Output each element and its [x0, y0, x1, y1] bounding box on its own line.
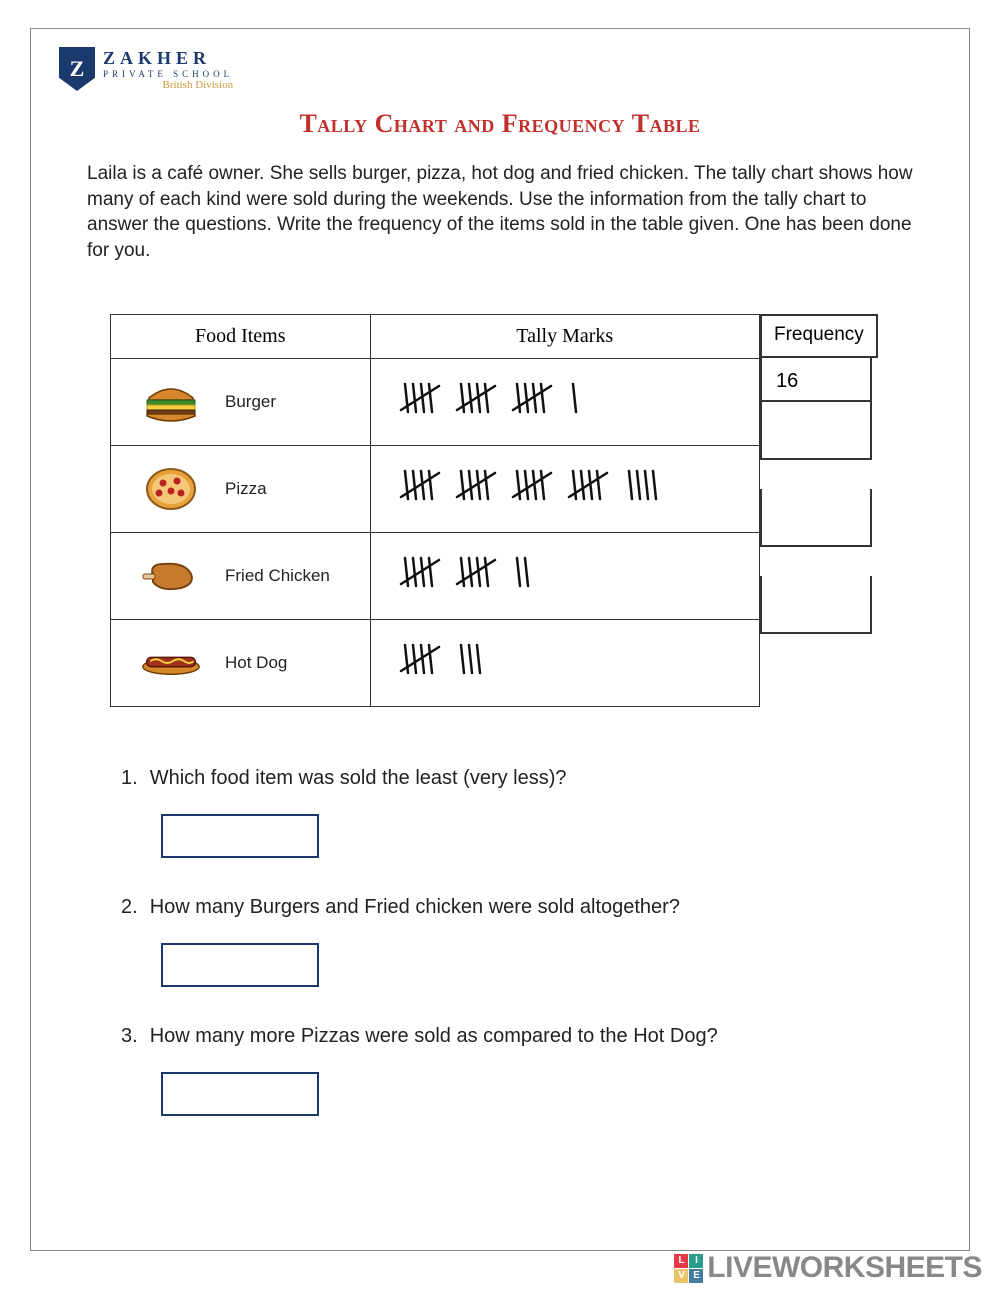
chicken-icon	[141, 554, 201, 598]
logo-school-name: ZAKHER	[103, 48, 233, 69]
question: 3. How many more Pizzas were sold as com…	[121, 1025, 919, 1048]
question-number: 2.	[121, 896, 138, 919]
answer-input[interactable]	[161, 943, 319, 987]
answer-input[interactable]	[161, 814, 319, 858]
question-number: 1.	[121, 767, 138, 790]
logo-division: British Division	[103, 79, 233, 91]
food-item-label: Pizza	[225, 479, 267, 499]
intro-paragraph: Laila is a café owner. She sells burger,…	[81, 161, 919, 264]
tally-marks-cell	[371, 554, 759, 598]
hotdog-icon	[141, 641, 201, 685]
watermark-text: LIVEWORKSHEETS	[707, 1251, 982, 1285]
question-text: How many Burgers and Fried chicken were …	[150, 896, 680, 919]
burger-icon	[141, 380, 201, 424]
logo-subtitle: PRIVATE SCHOOL	[103, 69, 233, 79]
question-number: 3.	[121, 1025, 138, 1048]
liveworksheets-watermark: L I V E LIVEWORKSHEETS	[674, 1251, 982, 1285]
tally-marks-cell	[371, 467, 759, 511]
table-header-food: Food Items	[111, 314, 371, 358]
question: 1. Which food item was sold the least (v…	[121, 767, 919, 790]
page-title: Tally Chart and Frequency Table	[81, 109, 919, 139]
pizza-icon	[141, 467, 201, 511]
frequency-input[interactable]: 16	[760, 358, 872, 402]
table-row: Hot Dog	[111, 619, 760, 706]
watermark-badge-icon: L I V E	[674, 1254, 703, 1283]
food-item-label: Hot Dog	[225, 653, 287, 673]
table-row: Burger	[111, 358, 760, 445]
question: 2. How many Burgers and Fried chicken we…	[121, 896, 919, 919]
question-text: Which food item was sold the least (very…	[150, 767, 567, 790]
tally-chart: Food Items Tally Marks Burger Pizza Frie…	[110, 314, 890, 707]
logo-shield-icon: Z	[59, 47, 95, 91]
school-logo: Z ZAKHER PRIVATE SCHOOL British Division	[59, 47, 233, 91]
frequency-input[interactable]	[760, 576, 872, 634]
worksheet-page: Z ZAKHER PRIVATE SCHOOL British Division…	[30, 28, 970, 1251]
tally-table: Food Items Tally Marks Burger Pizza Frie…	[110, 314, 760, 707]
table-row: Pizza	[111, 445, 760, 532]
food-item-label: Burger	[225, 392, 276, 412]
logo-letter: Z	[70, 56, 85, 82]
food-item-label: Fried Chicken	[225, 566, 330, 586]
tally-marks-cell	[371, 641, 759, 685]
frequency-input[interactable]	[760, 489, 872, 547]
questions-section: 1. Which food item was sold the least (v…	[81, 767, 919, 1116]
logo-text-block: ZAKHER PRIVATE SCHOOL British Division	[103, 48, 233, 91]
answer-input[interactable]	[161, 1072, 319, 1116]
question-text: How many more Pizzas were sold as compar…	[150, 1025, 718, 1048]
tally-marks-cell	[371, 380, 759, 424]
table-header-frequency: Frequency	[760, 314, 878, 358]
table-header-tally: Tally Marks	[370, 314, 759, 358]
frequency-input[interactable]	[760, 402, 872, 460]
table-row: Fried Chicken	[111, 532, 760, 619]
